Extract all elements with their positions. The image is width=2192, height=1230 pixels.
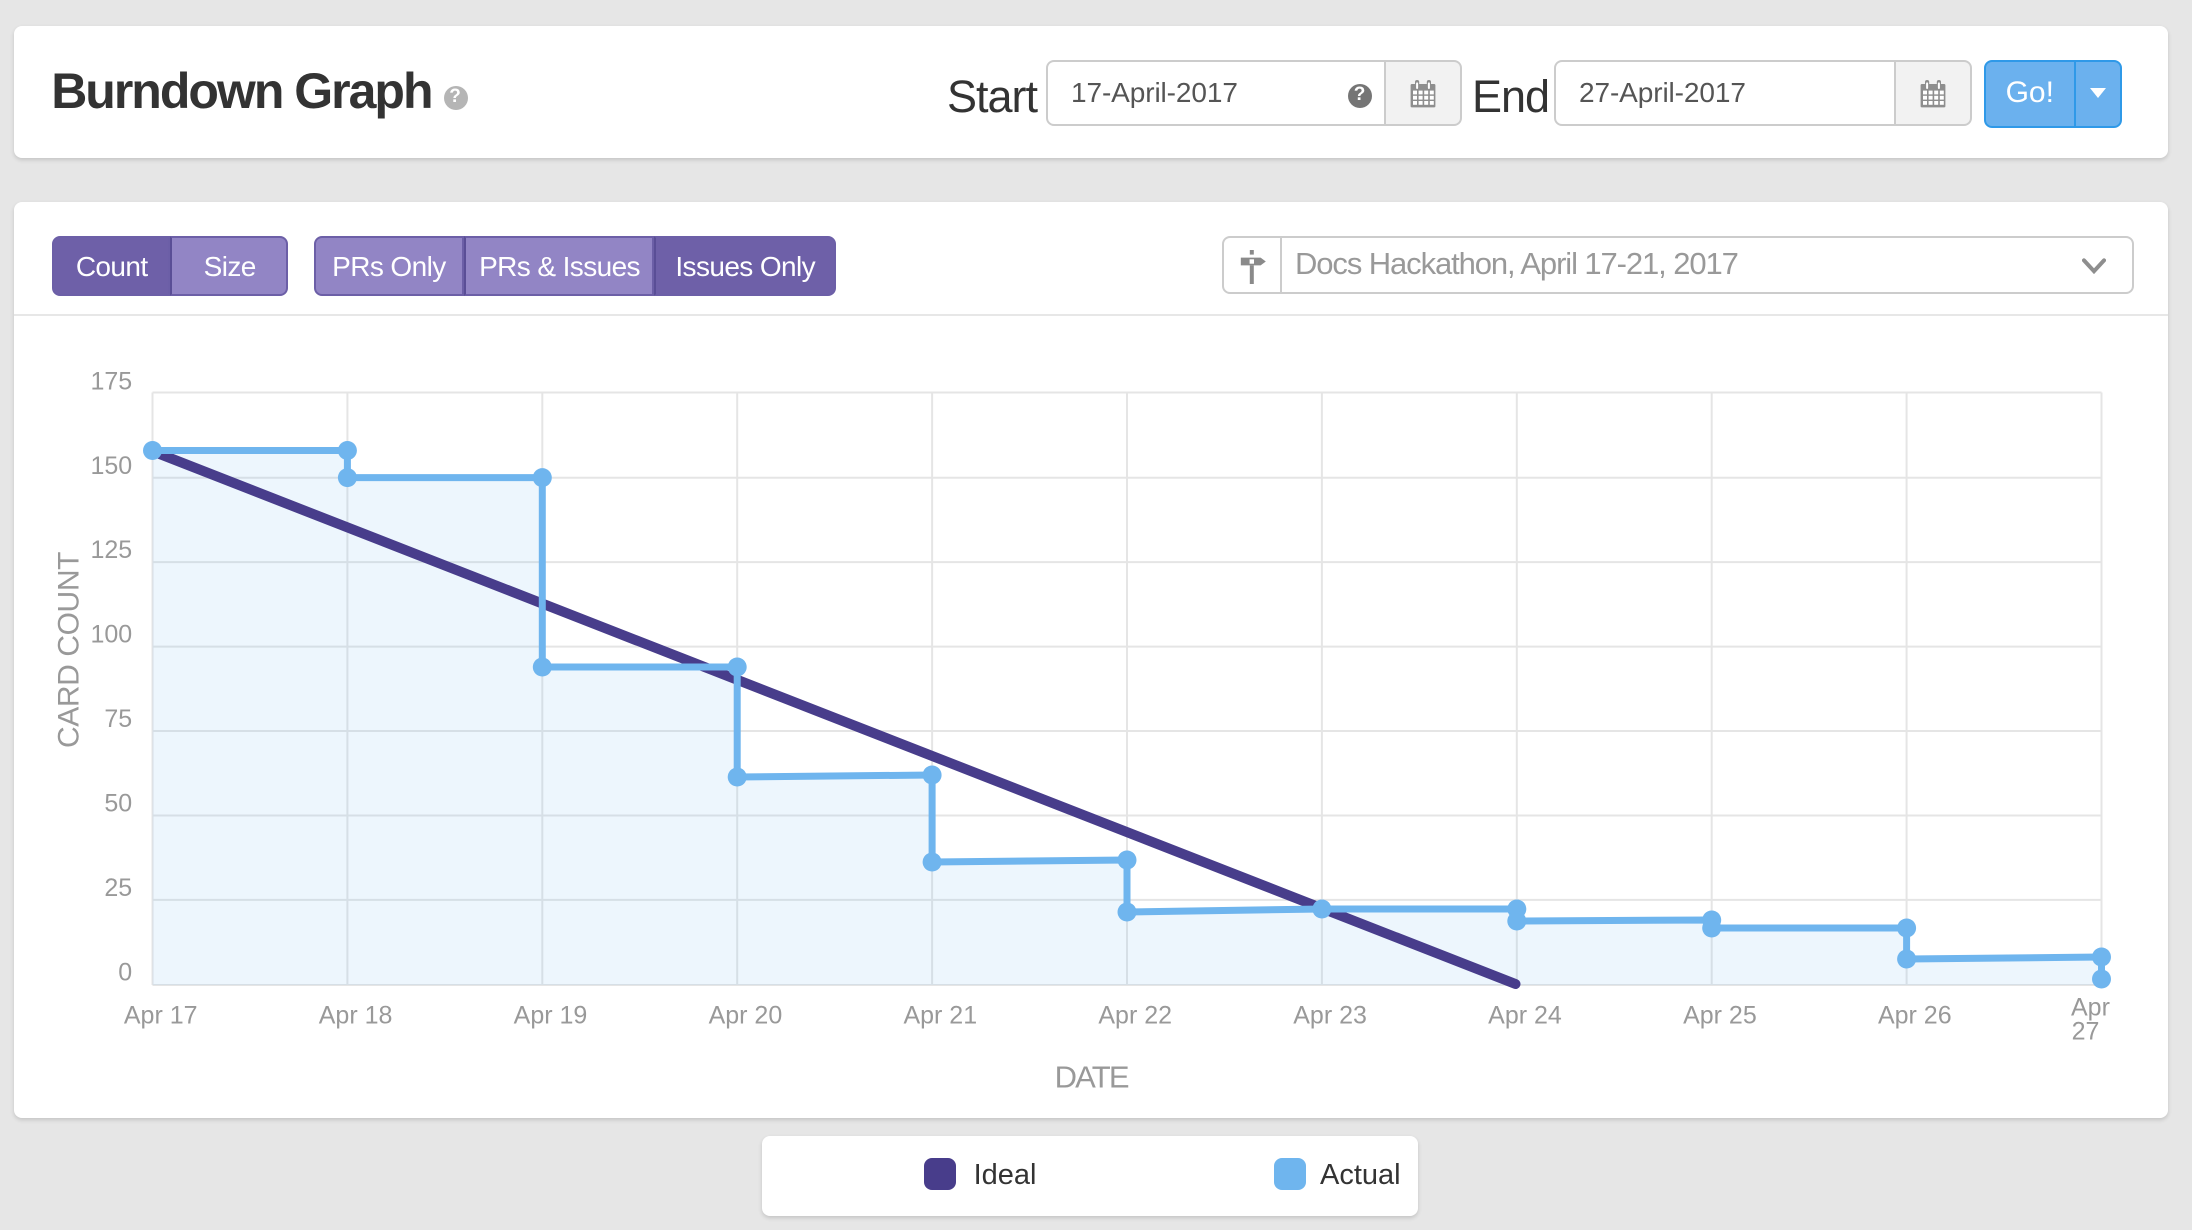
svg-text:DATE: DATE <box>1054 1058 1128 1093</box>
svg-text:27: 27 <box>2071 1017 2099 1045</box>
svg-text:100: 100 <box>89 620 131 648</box>
svg-text:Apr 19: Apr 19 <box>513 1000 587 1028</box>
svg-text:Apr 20: Apr 20 <box>708 1000 782 1028</box>
svg-text:150: 150 <box>89 451 131 479</box>
svg-text:175: 175 <box>89 367 131 395</box>
svg-text:50: 50 <box>103 789 131 817</box>
svg-text:Apr 23: Apr 23 <box>1292 1000 1366 1028</box>
svg-text:Apr 17: Apr 17 <box>123 1000 197 1028</box>
svg-text:0: 0 <box>117 957 131 985</box>
svg-text:Apr: Apr <box>2070 993 2109 1021</box>
svg-text:CARD COUNT: CARD COUNT <box>51 551 84 747</box>
svg-text:Apr 21: Apr 21 <box>902 1000 976 1028</box>
svg-text:Apr 25: Apr 25 <box>1682 1000 1756 1028</box>
svg-text:Apr 22: Apr 22 <box>1097 1000 1171 1028</box>
svg-text:Apr 24: Apr 24 <box>1487 1000 1561 1028</box>
svg-text:Apr 18: Apr 18 <box>318 1000 392 1028</box>
svg-text:125: 125 <box>89 535 131 563</box>
svg-text:Apr 26: Apr 26 <box>1877 1000 1951 1028</box>
svg-text:75: 75 <box>103 704 131 732</box>
svg-text:25: 25 <box>103 873 131 901</box>
